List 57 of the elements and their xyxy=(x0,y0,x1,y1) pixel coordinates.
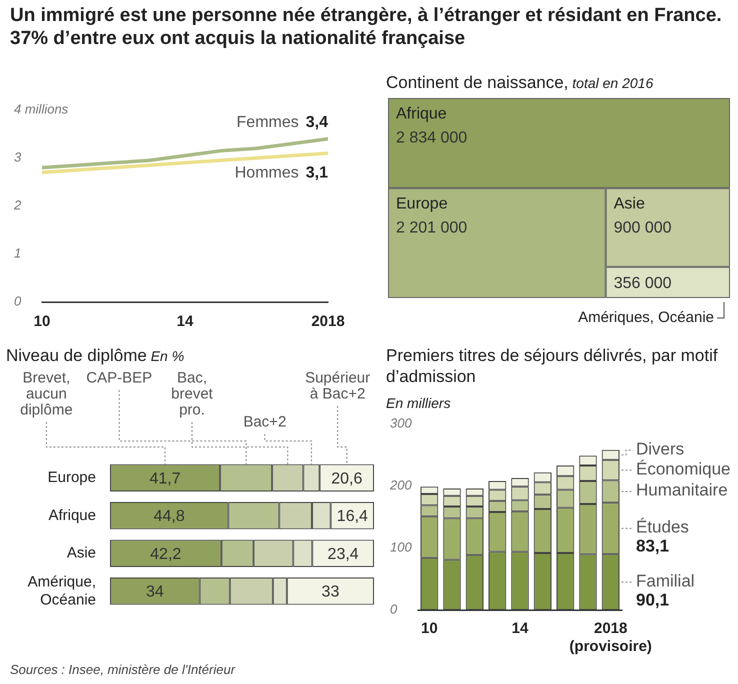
data-label: 3,4 xyxy=(306,114,328,132)
series-label: Femmes xyxy=(236,114,299,132)
data-label: 33 xyxy=(322,584,340,601)
data-label: 2 834 000 xyxy=(396,129,468,146)
category-label: Amériques, Océanie xyxy=(578,309,714,326)
y-tick-label: Afrique xyxy=(48,506,96,524)
data-label: 2 201 000 xyxy=(396,220,468,237)
category-label: Asie xyxy=(614,196,645,213)
series-label: Humanitaire xyxy=(636,480,728,500)
data-label: 16,4 xyxy=(336,508,368,526)
data-label: 90,1 xyxy=(636,590,670,610)
chart-title: Premiers titres de séjours délivrés, par motif d’admission xyxy=(386,346,718,386)
y-tick-label: 200 xyxy=(389,478,412,493)
series-label: Études xyxy=(636,518,689,537)
source-note: Sources : Insee, ministère de l'Intérieur xyxy=(10,662,236,677)
series-label: Familial xyxy=(636,571,695,590)
x-tick-label: 10 xyxy=(34,313,50,330)
data-label: 41,7 xyxy=(149,470,181,488)
text: Un immigré est une personne née étrangère, à l’étranger et résidant en France. 37% d’entre eux ont acquis la nationalité française xyxy=(10,4,723,50)
x-tick-label: 14 xyxy=(176,313,194,330)
data-label: 34 xyxy=(146,584,164,601)
chart-subtitle: En % xyxy=(150,348,184,364)
data-label: 356 000 xyxy=(614,274,672,292)
data-label: 900 000 xyxy=(614,220,672,237)
series-label: Économique xyxy=(636,459,731,478)
y-tick-label: 300 xyxy=(390,416,412,431)
x-tick-label: 2018 xyxy=(311,313,345,330)
x-tick-label: 10 xyxy=(420,620,438,638)
y-tick-label: 3 xyxy=(14,150,22,165)
x-tick-label: 2018 (provisoire) xyxy=(569,620,652,656)
y-tick-label: 2 xyxy=(13,198,22,213)
data-label: 20,6 xyxy=(331,470,362,488)
y-tick-label: 0 xyxy=(14,294,22,309)
x-tick-label: 14 xyxy=(512,620,529,638)
y-tick-label: Amérique, Océanie xyxy=(28,573,96,608)
y-tick-label: 1 xyxy=(14,246,22,261)
text: Brevet, aucun diplôme xyxy=(20,370,73,419)
text: Bac+2 xyxy=(243,414,286,431)
y-tick-label: Europe xyxy=(48,469,96,486)
data-label: 44,8 xyxy=(154,508,185,526)
text: Supérieur à Bac+2 xyxy=(305,370,370,403)
data-label: 83,1 xyxy=(636,536,670,556)
y-tick-label: Asie xyxy=(66,544,96,562)
y-tick-label: 4 millions xyxy=(14,102,69,117)
series-label: Divers xyxy=(636,439,684,458)
data-label: 23,4 xyxy=(328,546,359,563)
text: total en 2016 xyxy=(571,75,654,91)
y-tick-label: 100 xyxy=(390,540,412,555)
data-label: 42,2 xyxy=(150,546,182,563)
data-label: 3,1 xyxy=(306,164,328,182)
text: Continent de naissance, xyxy=(386,73,568,92)
series-label: Hommes xyxy=(234,164,299,182)
text: CAP-BEP xyxy=(86,370,152,387)
chart-title: Niveau de diplôme xyxy=(6,346,147,365)
text: Bac, brevet pro. xyxy=(171,370,214,419)
y-tick-label: 0 xyxy=(390,602,398,617)
chart-subtitle: En milliers xyxy=(386,394,452,413)
